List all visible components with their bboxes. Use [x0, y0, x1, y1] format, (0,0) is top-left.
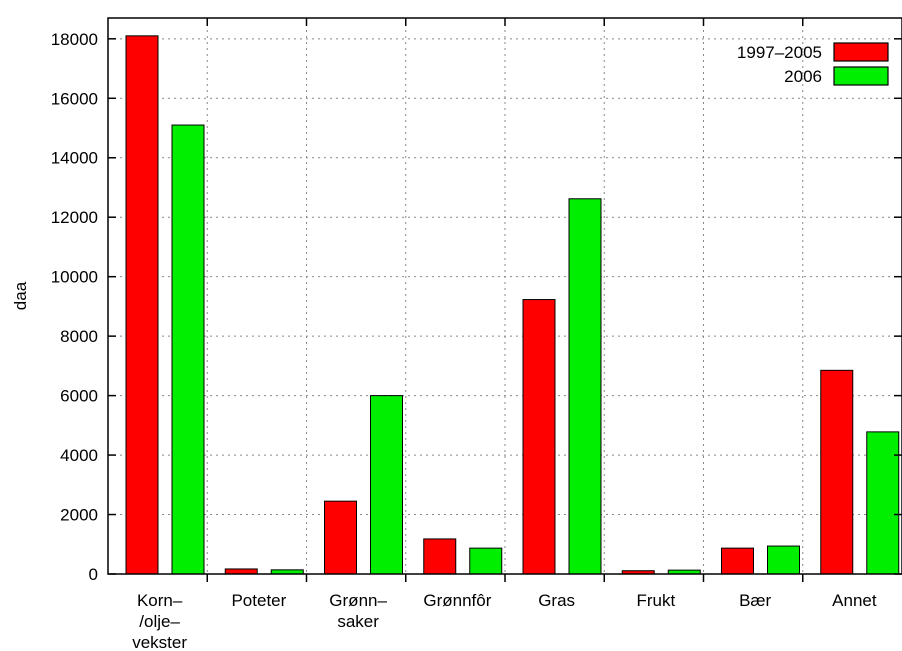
- legend: 1997–2005 2006: [737, 42, 889, 86]
- legend-label: 1997–2005: [737, 43, 822, 62]
- bar-series1: [522, 299, 556, 575]
- bar-series1: [125, 35, 159, 575]
- y-tick-label: 2000: [60, 506, 98, 525]
- y-tick-label: 12000: [51, 208, 98, 227]
- x-tick-label: Annet: [832, 591, 877, 610]
- x-axis: Korn– /olje– vekster Poteter Grønn– saker Grøn…: [132, 18, 877, 651]
- bar-series2: [370, 395, 403, 575]
- x-tick-label: Bær: [739, 591, 771, 610]
- x-tick-label: Korn–: [137, 591, 183, 610]
- x-tick-label: saker: [337, 612, 379, 631]
- bar-series2: [568, 198, 602, 575]
- bar-series1: [721, 547, 754, 575]
- y-tick-label: 8000: [60, 327, 98, 346]
- y-tick-label: 10000: [51, 268, 98, 287]
- bar-series1: [224, 568, 258, 575]
- y-tick-label: 4000: [60, 446, 98, 465]
- y-tick-label: 0: [89, 565, 98, 584]
- bar-series1: [324, 500, 357, 575]
- x-tick-label: Gras: [538, 591, 575, 610]
- bar-series1: [820, 369, 854, 575]
- legend-label: 2006: [784, 67, 822, 86]
- x-tick-label: Grønnfôr: [423, 591, 491, 610]
- x-tick-label: vekster: [132, 633, 187, 651]
- legend-swatch: [833, 66, 889, 86]
- bar-series2: [469, 547, 503, 575]
- grid-lines: [108, 18, 902, 574]
- x-tick-label: Poteter: [231, 591, 286, 610]
- y-tick-label: 14000: [51, 149, 98, 168]
- bars-layer: [125, 35, 900, 575]
- bar-series2: [767, 545, 800, 575]
- x-tick-label: Frukt: [637, 591, 676, 610]
- bar-series2: [171, 124, 205, 575]
- y-axis-label: daa: [11, 281, 30, 310]
- y-tick-label: 6000: [60, 387, 98, 406]
- legend-swatch: [833, 42, 889, 62]
- y-tick-label: 18000: [51, 30, 98, 49]
- x-tick-label: /olje–: [139, 612, 180, 631]
- bar-series2: [866, 431, 900, 575]
- bar-series1: [423, 538, 457, 575]
- x-tick-label: Grønn–: [329, 591, 387, 610]
- y-tick-label: 16000: [51, 89, 98, 108]
- y-axis: 0 2000 4000 6000 8000 10000 12000 14000 16000 180…: [51, 30, 902, 584]
